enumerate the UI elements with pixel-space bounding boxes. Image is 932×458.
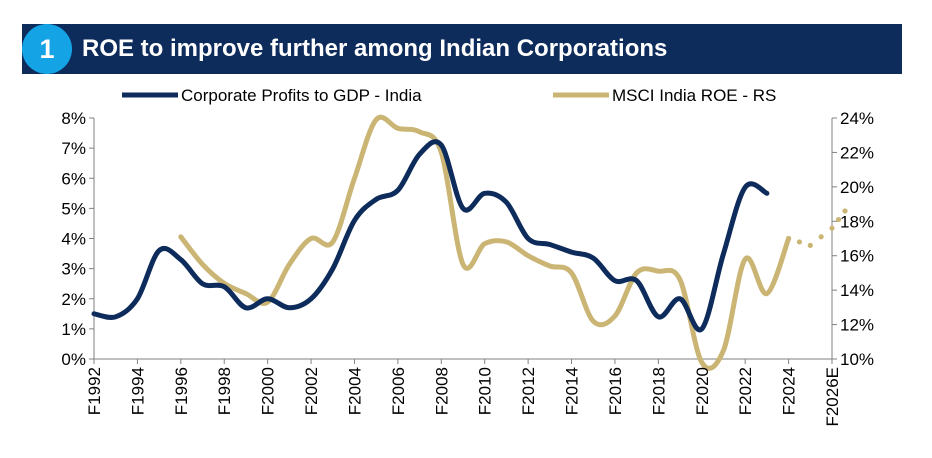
x-tick-label: F2008 — [432, 367, 451, 415]
x-tick-label: F2016 — [606, 367, 625, 415]
msci-india-roe-line — [178, 114, 792, 371]
roe-forecast-point — [796, 239, 803, 245]
left-y-tick-label: 5% — [61, 199, 86, 218]
right-y-tick-label: 16% — [840, 247, 874, 266]
right-y-tick-label: 20% — [840, 178, 874, 197]
chart-ticks: 0% 1% 2% 3% 4% 5% 6% 7% 8% 10% 12% 14% 16% 18% 20% 22% 2… — [61, 109, 874, 427]
chart-lines — [91, 114, 848, 371]
page-title: ROE to improve further among Indian Corp… — [82, 35, 668, 62]
x-tick-label: F2026E — [823, 367, 842, 427]
right-y-tick-label: 10% — [840, 350, 874, 369]
left-y-tick-label: 8% — [61, 109, 86, 128]
right-y-tick-label: 14% — [840, 281, 874, 300]
x-tick-label: F2002 — [302, 367, 321, 415]
x-tick-label: F2012 — [519, 367, 538, 415]
x-tick-label: F2014 — [563, 367, 582, 415]
legend-label-corporate-profits: Corporate Profits to GDP - India — [181, 86, 422, 105]
right-y-tick-label: 18% — [840, 212, 874, 231]
left-y-tick-label: 6% — [61, 169, 86, 188]
left-y-tick-label: 4% — [61, 230, 86, 249]
left-y-tick-label: 0% — [61, 350, 86, 369]
x-tick-label: F2018 — [649, 367, 668, 415]
chart-axes — [89, 117, 837, 364]
x-tick-label: F1998 — [215, 367, 234, 415]
roe-forecast-point — [835, 216, 842, 223]
x-tick-label: F2010 — [476, 367, 495, 415]
x-tick-label: F1994 — [128, 367, 147, 415]
left-y-tick-label: 2% — [61, 290, 86, 309]
left-y-tick-label: 3% — [61, 260, 86, 279]
roe-forecast-point — [785, 235, 792, 242]
right-y-tick-label: 22% — [840, 143, 874, 162]
x-tick-label: F2006 — [389, 367, 408, 415]
x-tick-label: F2020 — [693, 367, 712, 415]
roe-forecast-point — [807, 242, 813, 248]
legend-label-msci-roe: MSCI India ROE - RS — [612, 86, 776, 105]
x-tick-label: F2000 — [259, 367, 278, 415]
x-tick-label: F2022 — [736, 367, 755, 415]
roe-forecast-point — [829, 225, 835, 231]
x-tick-label: F1992 — [85, 367, 104, 415]
corporate-profits-line — [91, 139, 770, 333]
roe-forecast-point — [818, 234, 824, 240]
title-number-badge: 1 — [22, 24, 72, 74]
roe-forecast-point — [842, 208, 848, 214]
chart-legend: Corporate Profits to GDP - India MSCI Ind… — [122, 86, 776, 105]
x-tick-label: F2024 — [780, 367, 799, 415]
title-bar — [22, 24, 902, 74]
x-tick-label: F2004 — [345, 367, 364, 415]
x-tick-label: F1996 — [172, 367, 191, 415]
left-y-tick-label: 1% — [61, 320, 86, 339]
right-y-tick-label: 12% — [840, 316, 874, 335]
left-y-tick-label: 7% — [61, 139, 86, 158]
right-y-tick-label: 24% — [840, 109, 874, 128]
